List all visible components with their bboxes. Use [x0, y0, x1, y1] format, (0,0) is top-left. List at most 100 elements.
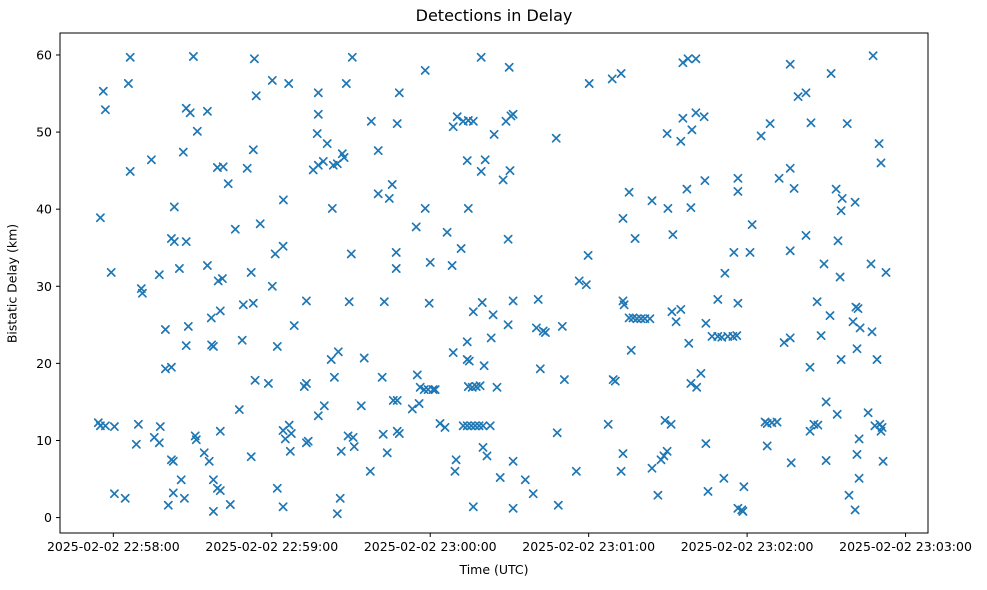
scatter-point — [442, 227, 452, 237]
scatter-point — [335, 493, 345, 503]
scatter-point — [98, 86, 108, 96]
scatter-point — [414, 399, 424, 408]
scatter-point — [772, 417, 782, 427]
scatter-point — [619, 300, 629, 310]
scatter-point — [387, 180, 397, 189]
scatter-point — [692, 382, 702, 392]
scatter-point — [237, 335, 247, 345]
scatter-point — [844, 490, 854, 500]
scatter-point — [420, 203, 430, 213]
scatter-point — [329, 372, 339, 382]
scatter-point — [618, 449, 628, 459]
scatter-point — [284, 420, 294, 430]
scatter-point — [218, 162, 228, 172]
scatter-point — [346, 249, 356, 259]
scatter-point — [825, 311, 835, 321]
scatter-point — [251, 91, 261, 101]
scatter-point — [881, 267, 891, 277]
scatter-point — [476, 166, 486, 176]
scatter-point — [647, 196, 657, 206]
scatter-point — [272, 341, 282, 351]
scatter-point — [215, 306, 225, 316]
scatter-point — [662, 129, 672, 139]
scatter-point — [691, 108, 701, 118]
scatter-point — [867, 327, 877, 337]
scatter-point — [356, 401, 366, 411]
scatter-point — [133, 419, 143, 429]
scatter-point — [181, 237, 191, 247]
scatter-point — [308, 165, 318, 175]
scatter-point — [312, 129, 322, 139]
scatter-point — [333, 347, 343, 357]
scatter-point — [169, 202, 179, 212]
scatter-point — [610, 376, 620, 386]
scatter-point — [813, 420, 823, 430]
scatter-point — [202, 106, 212, 116]
scatter-point — [452, 112, 462, 122]
scatter-point — [456, 244, 466, 253]
scatter-point — [378, 429, 388, 439]
scatter-point — [280, 434, 290, 444]
scatter-point — [676, 304, 686, 314]
x-tick-label: 2025-02-02 23:02:00 — [681, 539, 814, 554]
scatter-point — [278, 502, 288, 512]
scatter-point — [785, 59, 795, 69]
scatter-point — [301, 438, 311, 448]
scatter-point — [319, 401, 329, 411]
scatter-point — [488, 310, 498, 320]
scatter-point — [179, 493, 189, 503]
scatter-point — [505, 166, 515, 176]
scatter-point — [392, 395, 402, 405]
scatter-point — [836, 206, 846, 216]
scatter-point — [806, 118, 816, 128]
scatter-point — [270, 249, 280, 259]
y-axis: 0 10 20 30 40 50 60 — [36, 47, 60, 525]
scatter-point — [176, 475, 186, 485]
scatter-point — [616, 69, 626, 78]
scatter-point — [202, 261, 212, 270]
x-tick-label: 2025-02-02 22:58:00 — [47, 539, 180, 554]
scatter-point — [208, 341, 218, 351]
scatter-point — [267, 75, 277, 85]
scatter-point — [498, 175, 508, 185]
scatter-point — [359, 353, 369, 363]
scatter-point — [662, 446, 672, 456]
scatter-point — [217, 274, 227, 284]
scatter-point — [248, 298, 258, 308]
scatter-point — [199, 448, 209, 458]
scatter-point — [192, 126, 202, 136]
scatter-point — [185, 108, 195, 118]
scatter-point — [163, 500, 173, 510]
scatter-point — [495, 473, 505, 482]
scatter-point — [552, 428, 562, 438]
scatter-point — [584, 79, 594, 88]
scatter-point — [347, 52, 357, 62]
scatter-point — [343, 431, 353, 441]
scatter-point — [855, 323, 865, 333]
scatter-point — [246, 452, 256, 462]
scatter-point — [486, 333, 496, 343]
scatter-point — [181, 341, 191, 351]
scatter-point — [533, 294, 543, 304]
scatter-point — [785, 163, 795, 173]
scatter-point — [832, 409, 842, 419]
scatter-point — [391, 264, 401, 273]
scatter-point — [508, 456, 518, 466]
scatter-point — [551, 133, 561, 143]
scatter-point — [686, 378, 696, 388]
scatter-point — [816, 331, 826, 341]
scatter-point — [420, 65, 430, 75]
scatter-point — [700, 176, 710, 186]
scatter-point — [146, 155, 156, 165]
scatter-point — [696, 368, 706, 378]
scatter-point — [528, 489, 538, 499]
scatter-point — [713, 294, 723, 304]
scatter-point — [238, 300, 248, 310]
scatter-point — [428, 385, 438, 395]
scatter-point — [263, 378, 273, 388]
scatter-point — [278, 195, 288, 205]
scatter-point — [574, 276, 584, 286]
scatter-point — [739, 482, 749, 492]
scatter-point — [476, 52, 486, 62]
